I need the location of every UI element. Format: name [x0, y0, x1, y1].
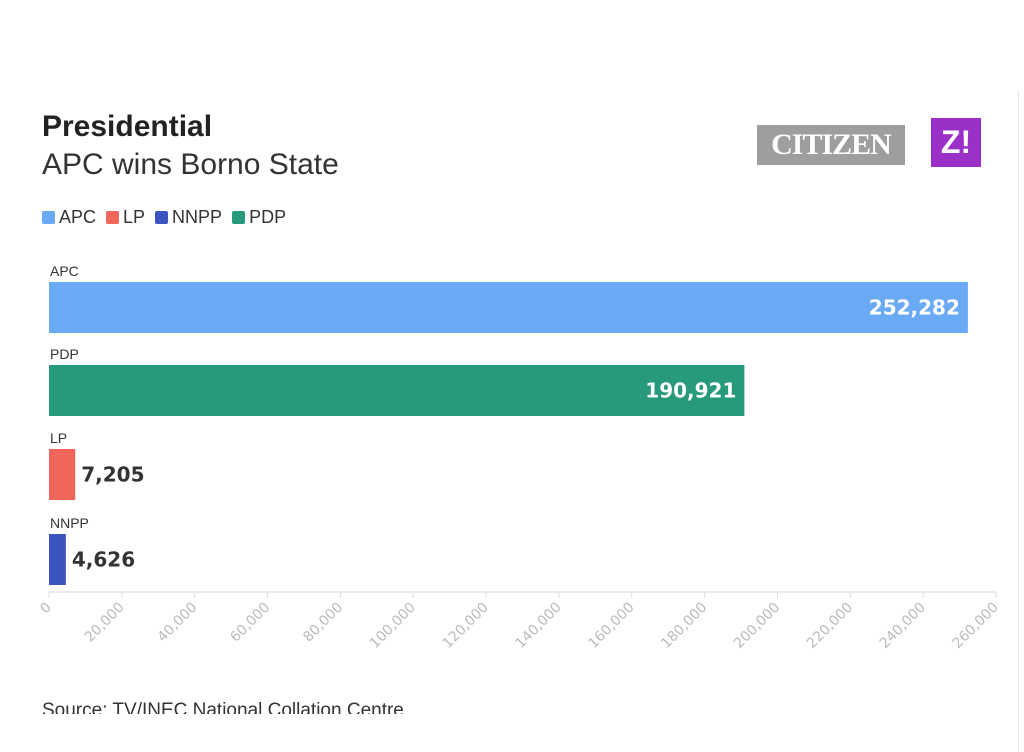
data-label: 190,921	[645, 379, 736, 403]
legend-label: APC	[59, 207, 97, 227]
category-label: PDP	[50, 346, 79, 362]
x-tick-label: 160,000	[585, 600, 637, 652]
legend-label: PDP	[249, 207, 287, 227]
citizen-logo: CITIZEN	[757, 125, 905, 165]
x-tick-label: 260,000	[950, 600, 1002, 652]
x-tick-label: 0	[37, 600, 55, 618]
x-tick-label: 200,000	[731, 600, 783, 652]
z-logo: Z!	[931, 118, 981, 167]
legend-item-apc[interactable]: APC	[42, 207, 96, 228]
bar-lp	[49, 449, 76, 500]
x-tick-label: 100,000	[367, 600, 419, 652]
x-tick-label: 220,000	[804, 600, 856, 652]
legend-item-lp[interactable]: LP	[106, 207, 145, 228]
chart-subtitle: APC wins Borno State	[42, 148, 339, 181]
data-label: 4,626	[72, 548, 135, 572]
category-label: APC	[50, 263, 79, 279]
legend: APC LP NNPP PDP	[42, 207, 286, 228]
x-tick-label: 40,000	[155, 600, 201, 646]
x-tick-label: 240,000	[877, 600, 929, 652]
legend-swatch	[42, 211, 55, 224]
chart-title: Presidential	[42, 110, 213, 143]
category-label: LP	[50, 430, 67, 446]
category-label: NNPP	[50, 515, 89, 531]
x-tick-label: 20,000	[82, 600, 128, 646]
legend-swatch	[155, 211, 169, 224]
x-tick-label: 80,000	[300, 600, 346, 646]
legend-label: NNPP	[172, 207, 223, 227]
frame-border	[1018, 90, 1019, 752]
bar-apc	[49, 282, 968, 333]
bar-pdp	[49, 365, 745, 416]
legend-item-pdp[interactable]: PDP	[232, 207, 286, 228]
source-note: Source: TV/INEC National Collation Centr…	[42, 700, 404, 714]
legend-label: LP	[123, 207, 146, 227]
legend-item-nnpp[interactable]: NNPP	[155, 207, 222, 228]
data-label: 252,282	[869, 296, 960, 320]
x-tick-label: 180,000	[658, 600, 710, 652]
bar-nnpp	[49, 534, 66, 585]
x-tick-label: 140,000	[512, 600, 564, 652]
x-tick-label: 120,000	[440, 600, 492, 652]
legend-swatch	[106, 211, 120, 224]
x-tick-label: 60,000	[227, 600, 273, 646]
legend-swatch	[232, 211, 246, 224]
data-label: 7,205	[81, 463, 144, 487]
